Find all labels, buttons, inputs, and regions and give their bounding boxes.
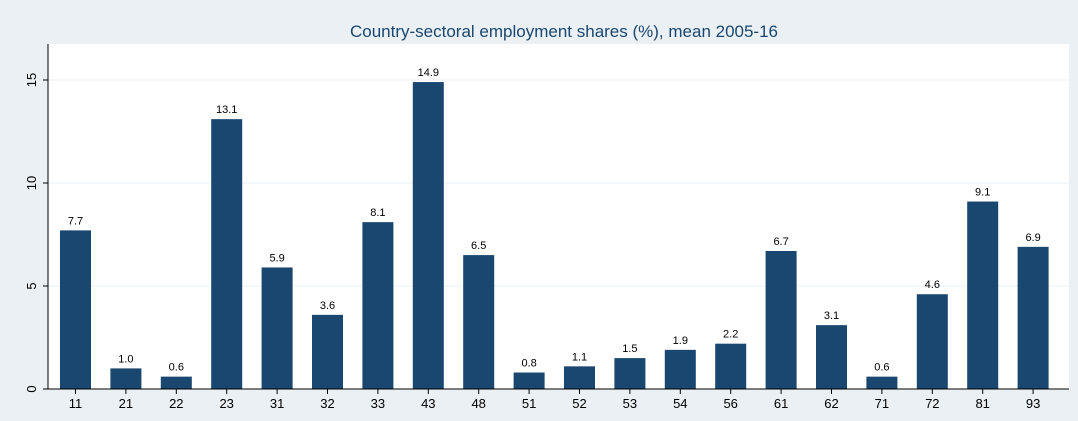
bar-48	[463, 255, 495, 389]
bar-value-label: 5.9	[269, 252, 284, 264]
x-tick-label: 48	[471, 396, 485, 411]
bar-53	[614, 358, 646, 389]
x-tick-label: 61	[774, 396, 788, 411]
x-tick-label: 33	[371, 396, 385, 411]
bar-value-label: 14.9	[418, 67, 439, 79]
bar-value-label: 9.1	[975, 187, 990, 199]
bar-value-label: 6.7	[773, 236, 788, 248]
bar-value-label: 1.5	[622, 343, 637, 355]
bar-11	[60, 230, 91, 389]
chart-title: Country-sectoral employment shares (%), …	[350, 22, 778, 41]
bar-81	[967, 201, 999, 389]
bar-value-label: 1.1	[572, 351, 587, 363]
x-tick-label: 93	[1026, 396, 1040, 411]
x-tick-label: 51	[522, 396, 536, 411]
bar-value-label: 6.9	[1025, 232, 1040, 244]
bar-value-label: 1.0	[118, 353, 133, 365]
bar-52	[564, 366, 595, 389]
bars	[60, 82, 1049, 389]
bar-22	[160, 376, 192, 389]
x-tick-label: 72	[925, 396, 939, 411]
bar-value-label: 13.1	[216, 104, 237, 116]
bar-value-label: 8.1	[370, 207, 385, 219]
y-tick-label: 10	[24, 176, 39, 190]
bar-31	[261, 267, 293, 389]
bar-32	[312, 314, 343, 389]
y-tick-label: 5	[24, 282, 39, 289]
bar-56	[715, 343, 747, 389]
bar-value-label: 3.6	[320, 300, 335, 312]
bar-value-label: 6.5	[471, 240, 486, 252]
bar-43	[412, 82, 444, 389]
x-tick-label: 53	[623, 396, 637, 411]
bar-51	[513, 372, 545, 389]
x-tick-label: 21	[119, 396, 133, 411]
bar-value-label: 0.6	[169, 362, 184, 374]
x-tick-label: 23	[219, 396, 233, 411]
x-tick-label: 54	[673, 396, 687, 411]
bar-value-label: 7.7	[68, 215, 83, 227]
bar-72	[916, 294, 948, 389]
x-tick-label: 62	[824, 396, 838, 411]
plot-area	[48, 44, 1069, 389]
x-tick-label: 71	[875, 396, 889, 411]
y-tick-label: 15	[24, 73, 39, 87]
bar-value-label: 0.6	[874, 362, 889, 374]
bar-33	[362, 222, 394, 389]
bar-21	[110, 368, 142, 389]
bar-71	[866, 376, 898, 389]
bar-62	[816, 325, 847, 389]
bar-value-label: 1.9	[673, 335, 688, 347]
bar-value-label: 2.2	[723, 329, 738, 341]
x-tick-label: 52	[572, 396, 586, 411]
y-tick-label: 0	[24, 385, 39, 392]
bar-value-label: 4.6	[925, 279, 940, 291]
x-tick-label: 32	[320, 396, 334, 411]
x-tick-label: 22	[169, 396, 183, 411]
bar-value-label: 3.1	[824, 310, 839, 322]
x-tick-label: 81	[975, 396, 989, 411]
x-tick-label: 11	[69, 396, 83, 411]
bar-61	[765, 250, 797, 389]
axes: 0 5 10 15 11 21 22 23 31 32 33 43 48 51 52 53 54 56 61 62 71…	[24, 44, 1069, 411]
bar-value-label: 0.8	[521, 358, 536, 370]
bar-value-labels: 7.7 1.0 0.6 13.1 5.9 3.6 8.1 14.9 6.5 0.8 1.1 1.5 1.…	[68, 67, 1041, 374]
bar-54	[664, 349, 696, 389]
x-tick-label: 43	[421, 396, 435, 411]
x-tick-label: 56	[723, 396, 737, 411]
bar-23	[211, 119, 243, 389]
x-tick-label: 31	[270, 396, 284, 411]
bar-93	[1017, 246, 1049, 389]
